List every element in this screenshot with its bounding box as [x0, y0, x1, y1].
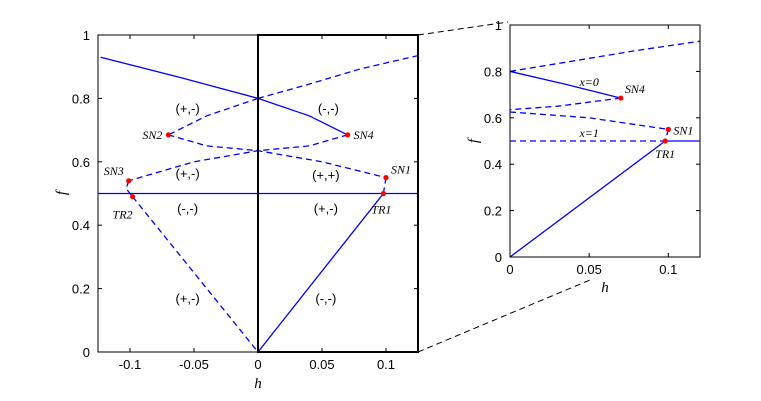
- main-xtick-label: -0.05: [179, 357, 209, 372]
- main-point-sn1: [383, 175, 389, 181]
- main-point-label-tr1: TR1: [371, 203, 391, 217]
- inset-ytick-label: 0.2: [484, 204, 502, 219]
- main-region-label-0: (+,-): [175, 101, 199, 116]
- inset-series-0: [510, 40, 700, 73]
- main-point-tr1: [380, 190, 387, 197]
- main-region-label-5: (+,-): [314, 201, 338, 216]
- main-ytick-label: 0.6: [72, 155, 90, 170]
- main-region-label-6: (+,-): [175, 291, 199, 306]
- main-point-sn4: [345, 132, 351, 138]
- inset-series-3: [510, 111, 669, 131]
- inset-point-sn4: [618, 95, 624, 101]
- inset-ytick-label: 0.6: [484, 111, 502, 126]
- main-point-sn3: [126, 178, 132, 184]
- inset-point-label-sn1: SN1: [673, 123, 693, 137]
- inset-series-2: [510, 97, 621, 111]
- main-region-label-1: (-,-): [318, 101, 339, 116]
- inset-ytick-label: 0: [495, 250, 502, 265]
- inset-series-7: [510, 140, 666, 257]
- main-ytick-label: 0.8: [72, 91, 90, 106]
- zoom-connector-top: [417, 21, 509, 36]
- inset-x-label: h: [601, 280, 609, 296]
- main-ytick-label: 1: [83, 28, 90, 43]
- inset-ytick-label: 0.8: [484, 64, 502, 79]
- main-point-label-sn1: SN1: [391, 163, 411, 177]
- inset-annotation-0: x=0: [578, 75, 598, 89]
- main-region-label-7: (-,-): [315, 291, 336, 306]
- zoom-connector-bottom: [417, 279, 591, 353]
- main-series-9: [257, 193, 384, 352]
- inset-point-tr1: [662, 138, 668, 144]
- inset-xtick-label: 0.05: [577, 262, 602, 277]
- inset-annotations: x=0 x=1: [578, 75, 598, 140]
- inset-ytick-label: 0.4: [484, 157, 502, 172]
- main-y-label: f: [54, 189, 70, 195]
- main-xtick-label: 0.05: [309, 357, 334, 372]
- main-point-label-sn4: SN4: [354, 128, 374, 142]
- main-point-sn2: [165, 132, 171, 138]
- main-region-labels: (+,-) (-,-) (+,-) (+,+) (-,-) (+,-) (+,-) (-,-): [175, 101, 339, 306]
- main-panel: (+,-) (-,-) (+,-) (+,+) (-,-) (+,-) (+,-) (-,-)…: [54, 28, 419, 392]
- main-series-6: [382, 177, 387, 194]
- inset-annotation-1: x=1: [578, 126, 598, 140]
- main-point-label-sn2: SN2: [142, 128, 162, 142]
- main-series-2: [168, 97, 259, 136]
- inset-ytick-label: 1: [495, 18, 502, 33]
- main-ytick-label: 0.4: [72, 218, 90, 233]
- main-region-label-2: (+,-): [175, 166, 199, 181]
- main-ytick-label: 0.2: [72, 282, 90, 297]
- main-xtick-label: 0.1: [377, 357, 395, 372]
- main-ytick-label: 0: [83, 345, 90, 360]
- main-point-tr2: [129, 194, 136, 200]
- main-x-label: h: [254, 376, 262, 392]
- main-series-8: [132, 196, 259, 352]
- inset-xtick-label: 0.1: [659, 262, 677, 277]
- inset-axis-ticks: 0 0.05 0.1 0 0.2 0.4 0.6 0.8 1: [484, 18, 700, 277]
- inset-point-label-tr1: TR1: [655, 147, 675, 161]
- main-xtick-label: 0: [254, 357, 261, 372]
- main-region-label-3: (+,+): [312, 167, 339, 182]
- main-point-label-tr2: TR2: [113, 208, 133, 222]
- main-point-label-sn3: SN3: [104, 164, 124, 178]
- inset-y-label: f: [466, 137, 482, 143]
- zoom-connectors: [417, 21, 591, 353]
- main-xtick-label: -0.1: [119, 357, 141, 372]
- main-axis-ticks: -0.1 -0.05 0 0.05 0.1 0 0.2 0.4 0.6 0.8 1: [72, 28, 418, 372]
- inset-point-label-sn4: SN4: [625, 82, 645, 96]
- inset-points: SN4 SN1 TR1: [618, 82, 693, 161]
- main-points: SN1 SN2 SN3 SN4 TR1 TR2: [104, 128, 411, 222]
- inset-point-sn1: [665, 126, 671, 132]
- inset-xtick-label: 0: [506, 262, 513, 277]
- main-region-label-4: (-,-): [177, 201, 198, 216]
- inset-series-1: [510, 70, 621, 99]
